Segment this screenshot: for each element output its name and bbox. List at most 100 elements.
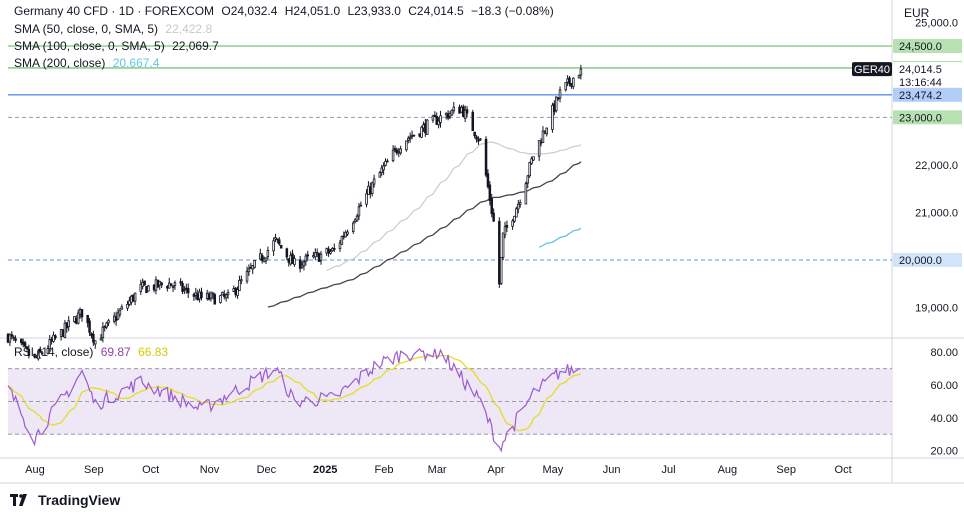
candle-body[interactable] (211, 292, 215, 295)
candle-body[interactable] (564, 82, 567, 91)
candle-body[interactable] (458, 106, 461, 114)
sma200-legend[interactable]: SMA (200, close) 20,667.4 (14, 56, 163, 70)
candle-body[interactable] (386, 160, 389, 163)
candle-body[interactable] (185, 287, 188, 290)
candle-body[interactable] (128, 300, 131, 305)
candle-body[interactable] (539, 141, 543, 144)
candle-body[interactable] (21, 341, 25, 345)
rsi-line[interactable] (7, 347, 581, 453)
candle-body[interactable] (570, 83, 573, 87)
candle-body[interactable] (52, 334, 55, 342)
candle-body[interactable] (329, 251, 332, 254)
candle-body[interactable] (293, 258, 296, 266)
candle-body[interactable] (473, 131, 476, 137)
candle-body[interactable] (479, 138, 482, 141)
candle-body[interactable] (517, 203, 520, 210)
candle-body[interactable] (410, 135, 414, 138)
candle-body[interactable] (10, 334, 14, 337)
candle-body[interactable] (37, 350, 40, 360)
candle-body[interactable] (579, 68, 583, 76)
candle-body[interactable] (418, 133, 421, 137)
candle-body[interactable] (112, 315, 116, 322)
candle-body[interactable] (357, 206, 361, 217)
candle-body[interactable] (156, 279, 160, 288)
candle-body[interactable] (556, 97, 560, 100)
candle-body[interactable] (50, 339, 53, 342)
candle-body[interactable] (471, 111, 475, 131)
candle-body[interactable] (251, 265, 254, 270)
candle-body[interactable] (75, 318, 78, 324)
candle-body[interactable] (160, 282, 163, 286)
candle-body[interactable] (300, 264, 304, 268)
candle-body[interactable] (259, 253, 262, 260)
candle-body[interactable] (101, 326, 105, 338)
candle-body[interactable] (46, 348, 50, 354)
price-tag-label[interactable]: 23,000.0 (899, 112, 942, 124)
candle-body[interactable] (59, 329, 63, 337)
candle-body[interactable] (287, 258, 291, 263)
candle-body[interactable] (120, 306, 124, 310)
candle-body[interactable] (488, 184, 492, 201)
tradingview-logo[interactable]: TradingView (10, 492, 120, 508)
candle-body[interactable] (262, 258, 266, 262)
candle-body[interactable] (54, 335, 57, 339)
candle-body[interactable] (340, 236, 344, 245)
candle-body[interactable] (114, 316, 118, 321)
candle-body[interactable] (351, 222, 355, 232)
candle-body[interactable] (477, 139, 480, 142)
candle-body[interactable] (568, 77, 571, 85)
candle-body[interactable] (304, 255, 308, 262)
candle-body[interactable] (88, 320, 91, 333)
candle-body[interactable] (249, 266, 253, 269)
candle-body[interactable] (234, 287, 237, 295)
candle-body[interactable] (554, 96, 558, 112)
sma200-line[interactable] (538, 227, 582, 248)
candle-body[interactable] (264, 257, 268, 262)
candle-body[interactable] (223, 293, 226, 297)
candle-body[interactable] (526, 175, 530, 184)
candle-body[interactable] (80, 309, 84, 318)
candle-body[interactable] (433, 114, 437, 118)
candle-body[interactable] (166, 286, 169, 289)
candle-body[interactable] (141, 282, 144, 287)
candle-body[interactable] (498, 220, 501, 285)
candle-body[interactable] (365, 193, 368, 205)
candle-body[interactable] (475, 136, 478, 140)
candle-body[interactable] (272, 240, 275, 252)
candle-body[interactable] (20, 338, 23, 344)
candle-body[interactable] (370, 182, 374, 194)
candle-body[interactable] (327, 248, 330, 254)
candle-body[interactable] (183, 289, 186, 292)
candle-body[interactable] (207, 294, 211, 300)
candle-body[interactable] (452, 106, 456, 112)
candle-body[interactable] (12, 336, 15, 339)
candle-body[interactable] (224, 294, 228, 299)
candle-body[interactable] (399, 148, 402, 154)
candle-body[interactable] (192, 294, 196, 297)
candle-body[interactable] (154, 279, 158, 291)
candle-body[interactable] (145, 286, 148, 294)
candle-body[interactable] (158, 281, 162, 286)
candle-body[interactable] (395, 149, 399, 154)
price-tag-label[interactable]: 24,500.0 (899, 41, 942, 53)
candle-body[interactable] (338, 242, 342, 250)
sma50-line[interactable] (326, 141, 582, 272)
candle-body[interactable] (378, 172, 382, 178)
candle-body[interactable] (61, 329, 65, 337)
price-tag-label[interactable]: 23,474.2 (899, 90, 942, 102)
candle-body[interactable] (118, 310, 122, 315)
candle-body[interactable] (314, 252, 317, 258)
candle-body[interactable] (147, 285, 150, 292)
candle-body[interactable] (541, 130, 545, 143)
candle-body[interactable] (232, 288, 235, 292)
candle-body[interactable] (107, 320, 110, 324)
candle-body[interactable] (431, 115, 435, 121)
candle-body[interactable] (505, 224, 509, 228)
candle-body[interactable] (439, 115, 442, 123)
candle-body[interactable] (501, 232, 505, 258)
candle-body[interactable] (63, 322, 67, 338)
candle-body[interactable] (460, 106, 463, 113)
candle-body[interactable] (448, 113, 452, 117)
candle-body[interactable] (90, 333, 93, 336)
candle-body[interactable] (492, 212, 495, 222)
